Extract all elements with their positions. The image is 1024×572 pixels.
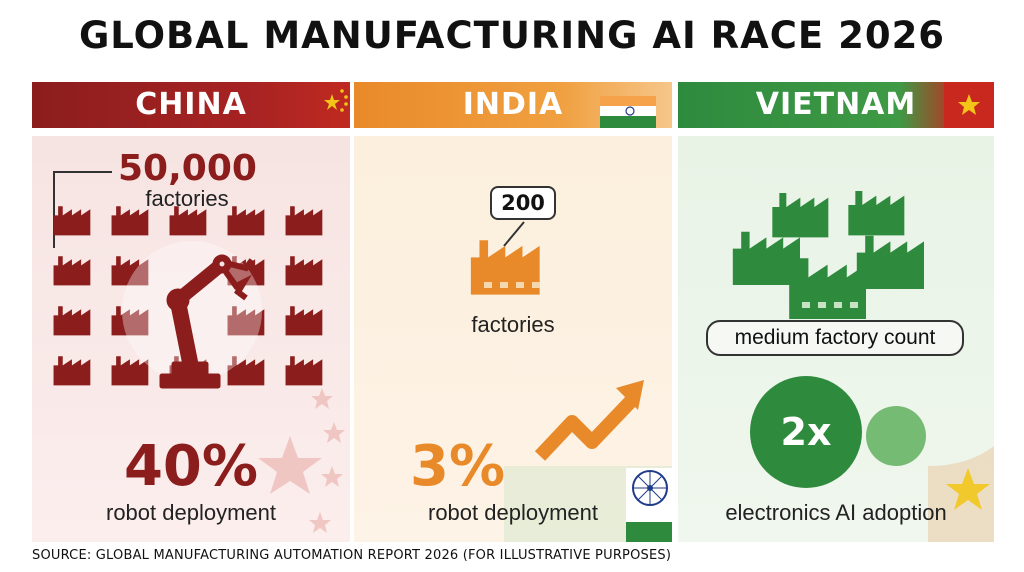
star-icon	[321, 466, 343, 487]
vietnam-adoption-label: electronics AI adoption	[725, 500, 947, 525]
factory-icon	[285, 206, 323, 236]
vietnam-flag-icon	[944, 82, 994, 128]
vietnam-graphic	[732, 191, 994, 542]
india-name: INDIA	[462, 87, 564, 122]
vietnam-factory-cluster	[732, 191, 924, 319]
factory-icon	[856, 235, 924, 289]
china-robot-value: 40%	[123, 434, 259, 499]
china-header: CHINA	[32, 82, 350, 128]
star-icon	[946, 468, 990, 510]
robot-arm-icon	[159, 254, 255, 389]
india-callout-line	[503, 221, 525, 247]
factory-icon	[53, 356, 91, 386]
vietnam-flag-fade	[928, 446, 994, 542]
india-panel: 200 factories 3% robot deployment	[354, 136, 672, 542]
factory-icon	[285, 306, 323, 336]
venn-circles-icon	[750, 376, 926, 488]
vietnam-header: VIETNAM	[678, 82, 994, 128]
factory-icon	[53, 306, 91, 336]
ashoka-chakra-icon	[626, 468, 672, 542]
star-icon	[309, 512, 331, 533]
india-factories-badge: 200	[490, 186, 556, 220]
factory-icon	[285, 256, 323, 286]
trend-up-arrow-icon	[534, 380, 644, 461]
factory-icon	[848, 191, 905, 236]
china-factories-label: factories	[145, 186, 229, 211]
china-name: CHINA	[135, 87, 247, 122]
india-graphic	[470, 221, 672, 542]
india-robot-value: 3%	[410, 434, 506, 499]
china-factories-value: 50,000	[118, 148, 257, 189]
vietnam-adoption-value: 2x	[780, 410, 832, 454]
factory-icon	[772, 193, 829, 238]
vietnam-panel: medium factory count 2x electronics AI a…	[678, 136, 994, 542]
decorative-stars	[258, 388, 345, 533]
vietnam-name: VIETNAM	[755, 87, 917, 122]
china-robot-label: robot deployment	[106, 500, 276, 525]
factory-icon	[732, 231, 800, 285]
vietnam-column: VIETNAM	[678, 82, 994, 542]
factory-icon	[285, 356, 323, 386]
india-robot-label: robot deployment	[428, 500, 598, 525]
factory-icon	[789, 258, 866, 319]
china-flag-icon	[324, 89, 348, 112]
page-title: GLOBAL MANUFACTURING AI RACE 2026	[78, 14, 946, 57]
india-flag-icon	[600, 96, 656, 128]
source-note: SOURCE: GLOBAL MANUFACTURING AUTOMATION …	[32, 548, 672, 563]
india-column: INDIA	[354, 82, 672, 542]
factory-icon	[53, 256, 91, 286]
china-panel: 50,000 factories 40% robot deployment	[32, 136, 350, 542]
vietnam-factory-count-label: medium factory count	[706, 320, 964, 356]
star-icon	[311, 388, 333, 409]
star-icon	[323, 422, 345, 443]
india-header: INDIA	[354, 82, 672, 128]
china-graphic	[53, 171, 345, 533]
factory-icon	[53, 206, 91, 236]
china-column: CHINA	[32, 82, 350, 542]
india-factories-label: factories	[471, 312, 555, 337]
star-icon	[258, 436, 322, 494]
